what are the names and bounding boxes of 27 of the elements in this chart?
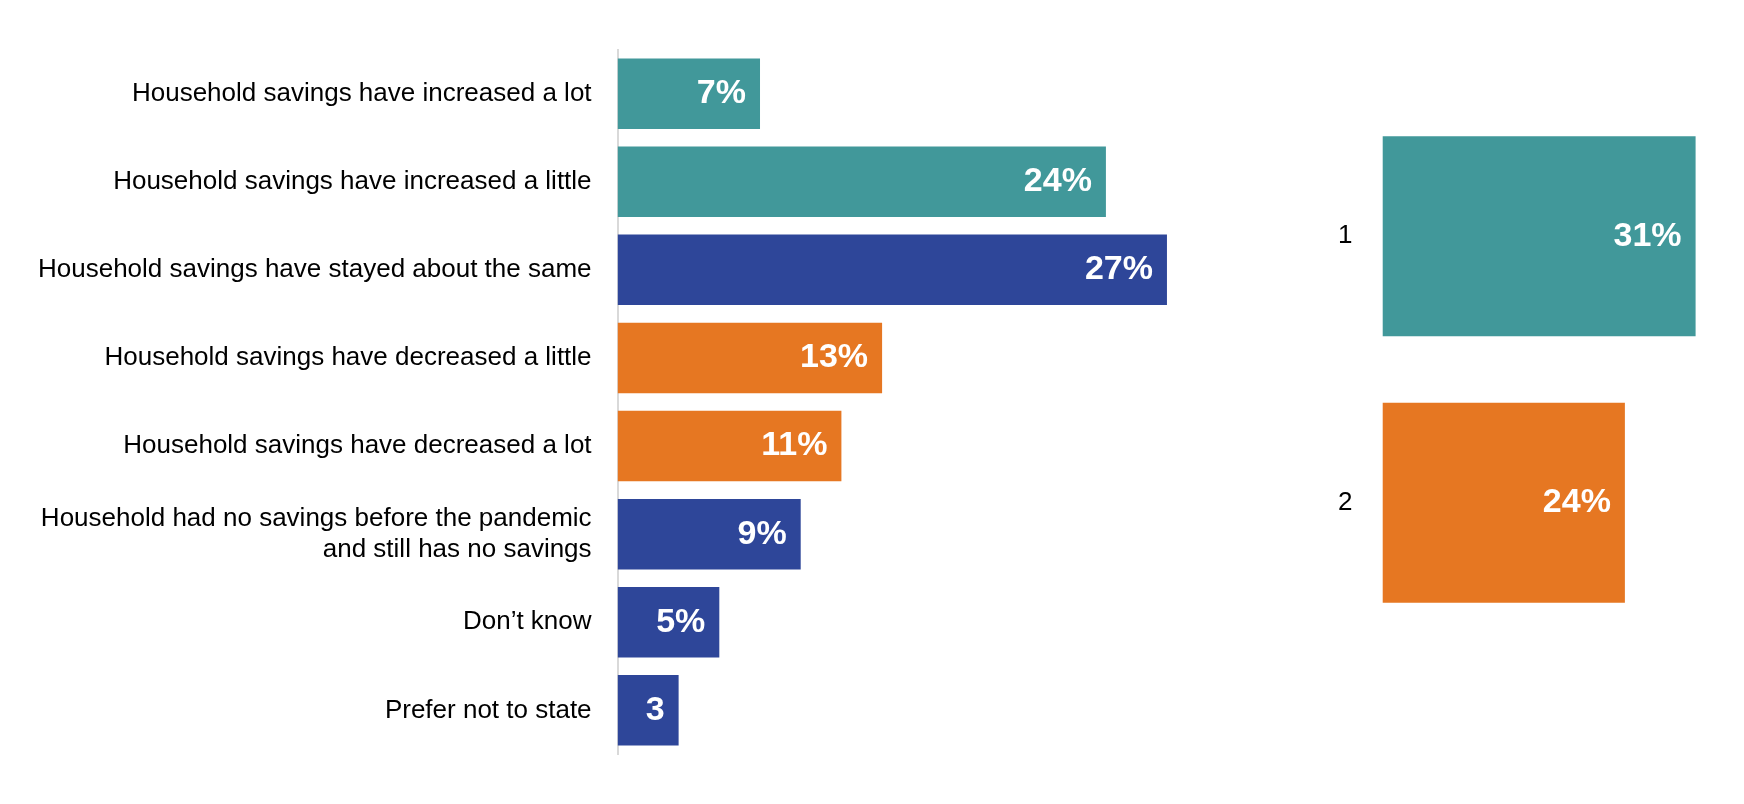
data-label: 31%: [1613, 214, 1682, 253]
data-label: 7%: [696, 72, 747, 111]
y-tick-label: Don’t know: [462, 605, 592, 636]
y-tick-label: Household savings have decreased a little: [104, 341, 592, 372]
data-label: 24%: [1542, 481, 1611, 520]
bar: [617, 675, 679, 746]
data-label: 13%: [800, 336, 869, 375]
data-label: 3: [645, 688, 665, 727]
y-tick-label: 1: [1337, 219, 1353, 250]
y-tick-label: Prefer not to state: [384, 693, 592, 724]
data-label: 9%: [737, 512, 787, 551]
y-tick-label: Household had no savings before the pandemic and still has no savings: [40, 501, 592, 563]
bar: [617, 146, 1106, 217]
y-tick-label: Household savings have increased a lot: [131, 76, 593, 107]
y-tick-label: Household savings have decreased a lot: [123, 429, 593, 460]
y-tick-label: Household savings have increased a little: [113, 164, 592, 195]
data-label: 5%: [656, 600, 706, 639]
data-label: 27%: [1084, 248, 1153, 287]
data-label: 11%: [761, 424, 828, 463]
y-tick-label: Household savings have stayed about the same: [37, 253, 592, 284]
bar: [617, 58, 761, 129]
data-label: 24%: [1023, 160, 1092, 199]
bar: [617, 498, 801, 570]
bar: [617, 322, 883, 394]
bar: [617, 234, 1167, 306]
bar: [617, 410, 842, 482]
y-tick-label: 2: [1337, 485, 1353, 516]
